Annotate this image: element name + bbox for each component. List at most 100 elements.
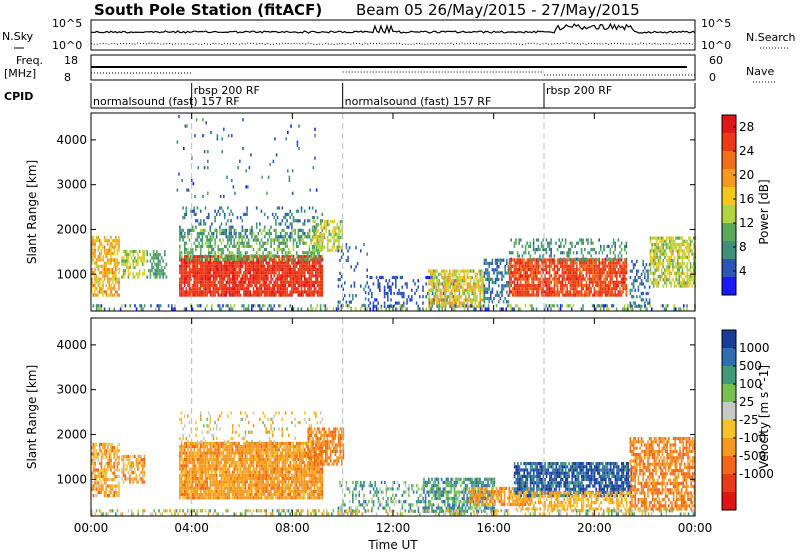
range-cell [401, 291, 403, 296]
range-cell [471, 301, 473, 305]
range-cell [300, 235, 303, 239]
range-cell [366, 274, 368, 279]
range-cell [437, 301, 440, 305]
range-cell [149, 272, 152, 276]
range-cell [377, 301, 379, 305]
range-cell [547, 290, 549, 294]
range-cell [406, 307, 408, 311]
range-cell [182, 451, 184, 455]
range-cell [558, 258, 560, 262]
range-cell [598, 271, 600, 275]
range-cell [678, 278, 681, 282]
range-cell [99, 264, 101, 268]
range-cell [188, 486, 191, 490]
range-cell [242, 146, 244, 151]
range-cell [544, 274, 546, 278]
range-cell [342, 297, 344, 301]
range-cell [295, 219, 298, 223]
range-cell [260, 287, 263, 291]
range-cell [235, 274, 237, 278]
range-cell [681, 281, 684, 285]
range-cell [281, 267, 284, 272]
range-cell [544, 290, 546, 294]
range-cell [198, 304, 200, 308]
range-cell [260, 274, 263, 278]
range-cell [164, 253, 166, 257]
range-cell [316, 271, 319, 275]
range-cell [187, 257, 189, 261]
range-cell [121, 275, 123, 279]
range-cell [178, 172, 180, 176]
range-cell [204, 287, 207, 291]
range-cell [183, 445, 186, 449]
range-cell [572, 283, 575, 288]
range-cell [190, 271, 192, 275]
range-cell [238, 293, 240, 297]
range-cell [110, 478, 112, 482]
range-cell [187, 464, 189, 468]
range-cell [193, 277, 196, 281]
range-cell [255, 261, 258, 265]
range-cell [203, 287, 205, 291]
range-cell [588, 261, 591, 265]
range-cell [518, 258, 520, 262]
range-cell [617, 271, 620, 275]
range-cell [529, 257, 532, 261]
range-cell [561, 277, 564, 281]
range-cell [183, 451, 186, 455]
range-cell [243, 277, 245, 281]
range-cell [188, 271, 191, 275]
range-cell [281, 280, 284, 284]
range-cell [94, 287, 96, 291]
range-cell [580, 264, 583, 268]
range-cell [115, 280, 117, 284]
range-cell [560, 241, 562, 245]
range-cell [134, 454, 136, 459]
range-cell [667, 236, 669, 240]
range-cell [132, 454, 134, 459]
range-cell [529, 304, 531, 308]
range-cell [265, 248, 268, 252]
nave-label: Nave [746, 65, 774, 78]
range-cell [516, 261, 519, 265]
range-cell [286, 241, 288, 245]
range-cell [278, 255, 280, 259]
range-cell [259, 257, 261, 261]
range-cell [108, 458, 111, 462]
range-cell [211, 238, 213, 242]
range-cell [310, 290, 312, 294]
range-cell [508, 280, 511, 284]
range-cell [307, 251, 309, 255]
range-cell [536, 261, 538, 265]
range-cell [508, 304, 511, 308]
range-cell [275, 267, 277, 272]
range-cell [247, 307, 250, 311]
range-cell [201, 277, 204, 281]
range-cell [188, 451, 191, 455]
range-cell [654, 242, 657, 247]
range-cell [550, 261, 552, 265]
range-cell [268, 228, 271, 232]
range-cell [279, 261, 282, 265]
range-cell [238, 290, 240, 294]
range-cell [604, 277, 607, 281]
range-cell [501, 290, 503, 294]
range-cell [160, 256, 163, 260]
range-cell [479, 295, 481, 299]
range-cell [270, 304, 272, 308]
range-cell [129, 454, 131, 459]
range-cell [279, 235, 282, 239]
range-cell [654, 255, 657, 259]
range-cell [547, 271, 549, 275]
range-cell [536, 290, 538, 294]
range-cell [598, 238, 600, 242]
range-cell [510, 283, 512, 288]
range-cell [665, 281, 668, 285]
range-cell [434, 298, 437, 302]
range-cell [657, 255, 660, 259]
range-cell [571, 267, 573, 272]
range-cell [255, 257, 258, 261]
range-cell [453, 295, 456, 299]
range-cell [612, 261, 615, 265]
range-cell [447, 285, 449, 289]
